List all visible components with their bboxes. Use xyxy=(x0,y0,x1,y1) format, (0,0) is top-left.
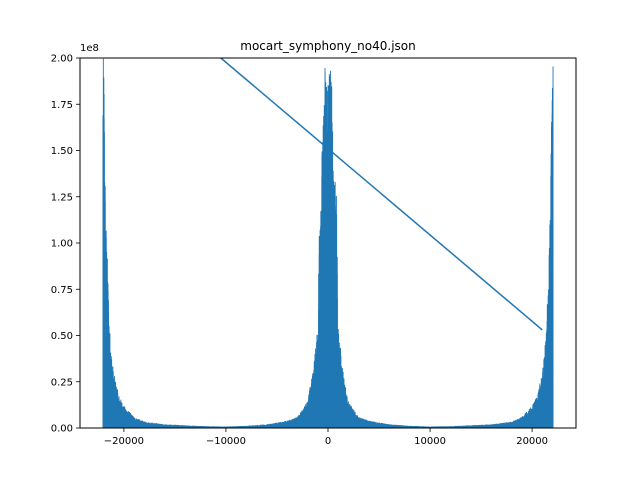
x-tick-label: 10000 xyxy=(414,436,446,447)
axes: −20000 −10000 0 10000 20000 0.00 0.25 0.50 0.75 1… xyxy=(51,54,577,447)
chart-title: mocart_symphony_no40.json xyxy=(240,39,416,53)
y-tick-label: 2.00 xyxy=(51,54,73,65)
x-tick-label: 0 xyxy=(325,436,331,447)
y-tick-label: 1.75 xyxy=(51,100,73,111)
x-tick-label: −10000 xyxy=(206,436,246,447)
y-offset-label: 1e8 xyxy=(80,43,99,54)
y-tick-label: 1.50 xyxy=(51,146,73,157)
y-tick-label: 0.50 xyxy=(51,331,73,342)
spectrum-series-line xyxy=(102,58,554,428)
y-tick-label: 1.00 xyxy=(51,239,73,250)
y-tick-label: 0.75 xyxy=(51,285,73,296)
y-tick-label: 0.25 xyxy=(51,377,73,388)
x-tick-label: 20000 xyxy=(516,436,548,447)
y-tick-label: 0.00 xyxy=(51,424,73,435)
diagonal-series-line xyxy=(220,58,543,331)
y-tick-label: 1.25 xyxy=(51,192,73,203)
plot-area xyxy=(102,58,554,428)
x-tick-label: −20000 xyxy=(104,436,144,447)
